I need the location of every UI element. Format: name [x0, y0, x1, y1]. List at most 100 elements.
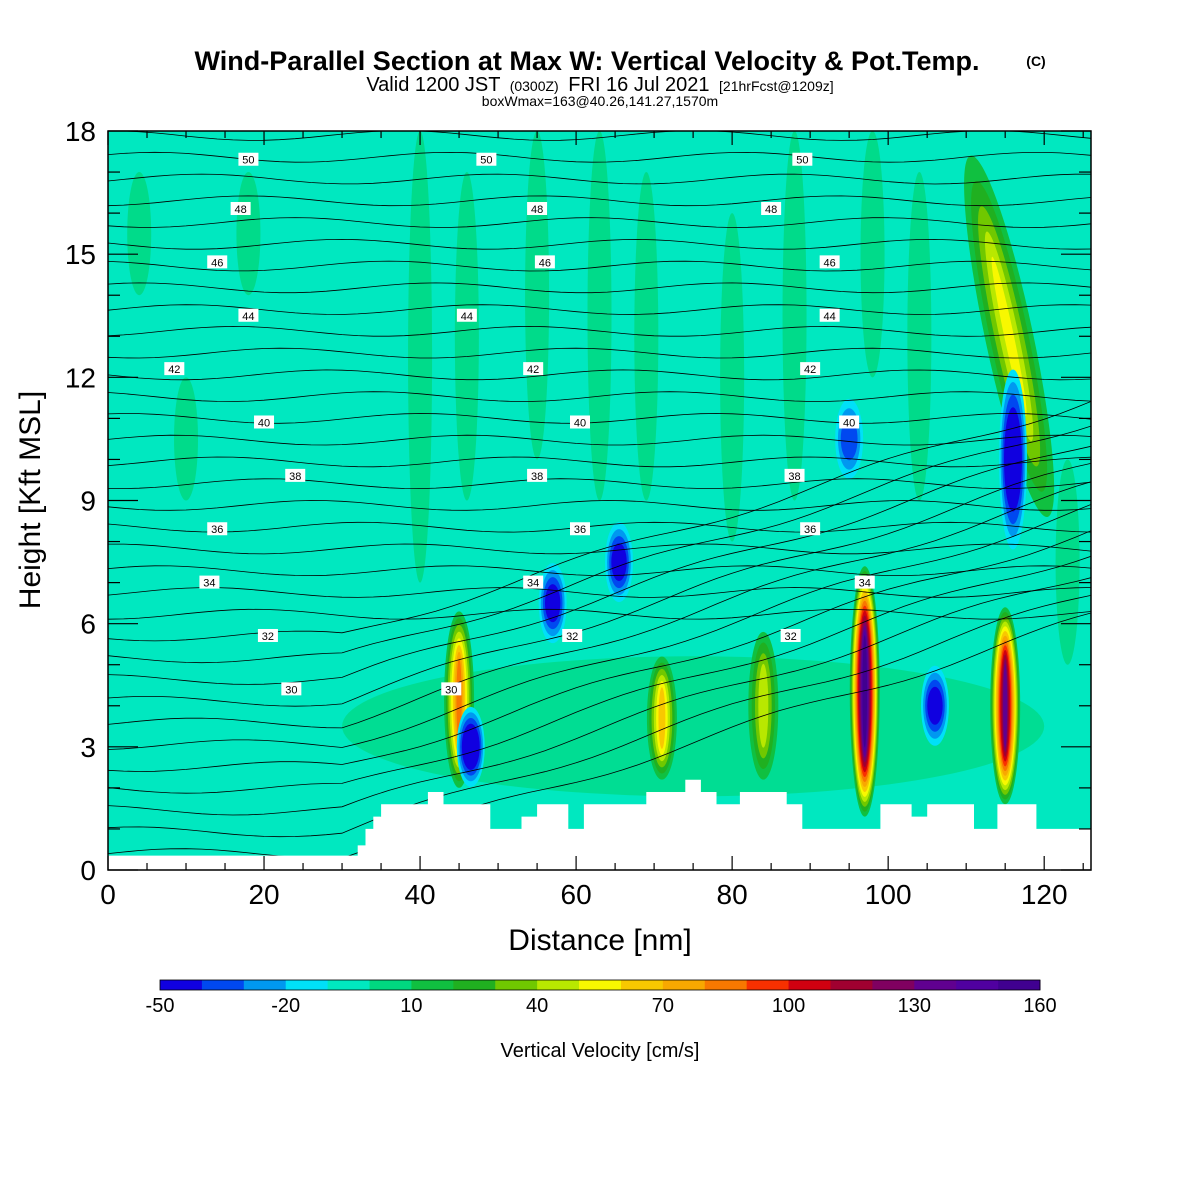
colorbar-tick-label: 70 [652, 995, 674, 1017]
theta-label-box [254, 415, 275, 429]
colorbar-swatch [704, 980, 748, 990]
colorbar-swatch [746, 980, 790, 990]
plot-area: 50 50 50 48 48 48 46 46 46 44 44 44 42 42 42 40 40 40 38 38… [108, 131, 1091, 870]
theta-label-box [523, 362, 544, 376]
theta-label: 46 [819, 255, 840, 269]
theta-label-box [761, 202, 782, 216]
y-axis-label: Height [Kft MSL] [14, 391, 47, 609]
theta-label-text: 30 [445, 684, 457, 696]
weak-updraft-streak [907, 172, 932, 501]
theta-label: 32 [562, 628, 583, 643]
theta-label-text: 42 [168, 364, 180, 376]
colorbar-frame [159, 979, 1041, 991]
theta-label: 34 [854, 575, 875, 590]
theta-label-box [819, 308, 840, 322]
colorbar-tick-label: 160 [1023, 995, 1056, 1017]
theta-label-box [441, 682, 462, 696]
theta-label: 36 [569, 522, 590, 536]
theta-contour-line [108, 587, 1091, 598]
theta-contour-line [108, 500, 1091, 511]
colorbar-swatch [327, 980, 371, 990]
downdraft-core [927, 686, 943, 725]
colorbar-swatch [830, 980, 873, 990]
theta-label-box [839, 415, 860, 429]
theta-label-text: 46 [211, 257, 223, 269]
theta-label-box [199, 575, 220, 589]
theta-label-text: 40 [843, 417, 855, 429]
theta-label-box [207, 522, 228, 536]
theta-contour-line [108, 530, 1091, 772]
colorbar: -50 -20 10 40 70 100 130 160 [146, 979, 1057, 1017]
theta-label: 32 [780, 628, 801, 643]
colorbar-swatch [285, 980, 329, 990]
weak-updraft-streak [454, 172, 479, 501]
weak-updraft-streak [127, 172, 152, 296]
theta-label: 50 [476, 152, 497, 167]
y-tick-label: 15 [65, 239, 96, 270]
theta-label-text: 50 [242, 155, 254, 167]
x-axis-label: Distance [nm] [508, 924, 691, 957]
theta-label-box [238, 308, 259, 322]
theta-label-box [527, 468, 548, 482]
theta-label: 30 [281, 682, 302, 696]
theta-label: 40 [254, 415, 275, 429]
theta-label-text: 48 [531, 204, 543, 216]
y-tick-label: 3 [80, 732, 96, 763]
weak-updraft-streak [860, 131, 885, 378]
theta-label-text: 38 [531, 471, 543, 483]
theta-contour-line [108, 282, 1091, 294]
theta-label-text: 48 [235, 204, 247, 216]
forecast-info: [21hrFcst@1209z] [719, 78, 834, 94]
theta-contour-line [108, 391, 1091, 402]
x-tick-label: 120 [1021, 879, 1068, 910]
colorbar-swatch [369, 980, 412, 990]
y-tick-label: 12 [65, 362, 96, 393]
theta-label: 48 [230, 202, 251, 216]
theta-label-box [792, 152, 813, 166]
weak-updraft-streak [236, 172, 261, 296]
theta-contour-line [108, 347, 1091, 359]
x-tick-label: 40 [404, 879, 435, 910]
valid-date: FRI 16 Jul 2021 [568, 74, 709, 96]
weak-updraft-streak [1055, 459, 1080, 665]
theta-label-box [800, 522, 821, 536]
colorbar-swatch [956, 980, 999, 990]
theta-contour-line [108, 463, 1091, 707]
theta-label-box [523, 575, 544, 589]
theta-contour-line [108, 217, 1091, 228]
theta-contour-line [108, 481, 1091, 729]
theta-label-box [780, 628, 801, 642]
colorbar-swatch [411, 980, 454, 990]
theta-label-text: 36 [211, 524, 223, 536]
valid-prefix: Valid 1200 JST [366, 74, 500, 96]
colorbar-swatch [160, 980, 203, 990]
colorbar-tick-label: -20 [271, 995, 300, 1017]
theta-label-text: 42 [804, 364, 816, 376]
theta-contour-line [108, 195, 1091, 207]
theta-contour-line [108, 425, 1091, 664]
theta-contour-line [108, 521, 1091, 533]
theta-label-text: 46 [539, 257, 551, 269]
terrain [108, 779, 1091, 870]
weak-updraft-streak [525, 131, 550, 460]
theta-label-box [456, 308, 477, 322]
theta-label-box [238, 152, 259, 166]
theta-label-text: 50 [796, 155, 808, 167]
theta-label: 44 [819, 308, 840, 323]
theta-label-text: 36 [574, 524, 586, 536]
colorbar-swatch [872, 980, 915, 990]
theta-contour-line [108, 151, 1091, 163]
y-tick-label: 9 [80, 486, 96, 517]
theta-label: 30 [441, 682, 462, 696]
x-tick-label: 0 [100, 879, 116, 910]
velocity-field [127, 131, 1080, 817]
theta-label-box [854, 575, 875, 589]
theta-label-text: 50 [480, 155, 492, 167]
colorbar-tick-label: 130 [898, 995, 931, 1017]
theta-label: 42 [523, 362, 544, 376]
weak-updraft-streak [174, 377, 199, 501]
copyright-mark: (C) [1026, 53, 1045, 69]
colorbar-tick-label: 40 [526, 995, 548, 1017]
theta-label: 32 [257, 628, 278, 643]
